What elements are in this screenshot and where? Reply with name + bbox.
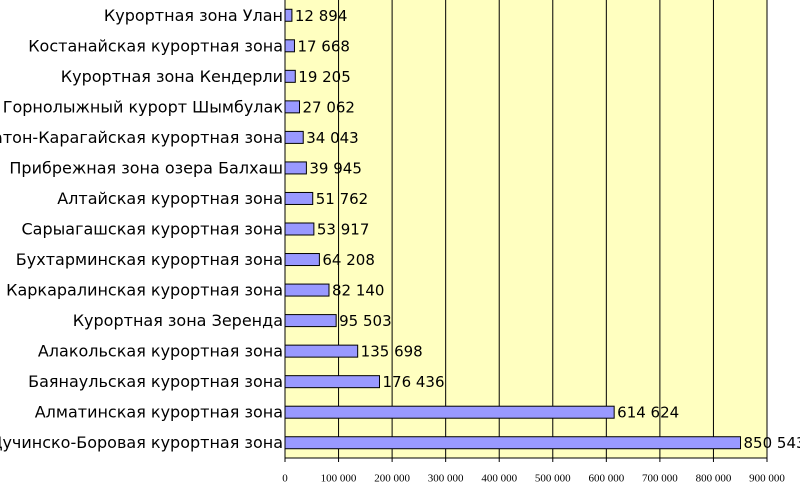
- bar: [284, 344, 359, 358]
- x-tick-label: 300 000: [428, 473, 464, 483]
- y-tick-label: Алакольская курортная зона: [38, 342, 283, 361]
- x-tick-label: 800 000: [696, 473, 732, 483]
- value-label: 39 945: [309, 159, 362, 177]
- y-tick-label: Бухтарминская курортная зона: [16, 250, 283, 269]
- y-tick-label: Баянаульская курортная зона: [28, 372, 283, 391]
- x-tick-label: 100 000: [321, 473, 357, 483]
- bar: [284, 8, 293, 22]
- value-label: 27 062: [302, 98, 355, 116]
- bar: [284, 314, 337, 328]
- y-tick-label: Курортная зона Кендерли: [61, 67, 283, 86]
- value-label: 82 140: [332, 282, 385, 300]
- y-tick-label: Щучинско-Боровая курортная зона: [0, 433, 283, 452]
- value-label: 850 543: [744, 434, 800, 452]
- y-tick-label: Алматинская курортная зона: [35, 403, 283, 422]
- x-tick-label: 500 000: [535, 473, 571, 483]
- value-label: 12 894: [295, 7, 348, 25]
- bar: [284, 39, 295, 53]
- x-tick-label: 0: [282, 473, 288, 483]
- bar: [284, 405, 615, 419]
- y-tick-label: Каркаралинская курортная зона: [6, 281, 283, 300]
- y-tick-label: Прибрежная зона озера Балхаш: [9, 158, 283, 177]
- y-tick-label: Горнолыжный курорт Шымбулак: [3, 97, 284, 116]
- y-tick-label: Сарыагашская курортная зона: [22, 220, 284, 239]
- bar: [284, 222, 315, 236]
- bar: [284, 69, 296, 83]
- bar: [284, 130, 304, 144]
- x-tick-label: 700 000: [642, 473, 678, 483]
- value-label: 176 436: [382, 373, 444, 391]
- value-label: 53 917: [317, 221, 370, 239]
- bar: [284, 283, 330, 297]
- x-tick-label: 400 000: [481, 473, 517, 483]
- value-label: 19 205: [298, 68, 351, 86]
- value-label: 135 698: [361, 343, 423, 361]
- x-tick-label: 200 000: [374, 473, 410, 483]
- bar: [284, 100, 300, 114]
- bar: [284, 253, 320, 267]
- bar: [284, 191, 314, 205]
- x-tick-label: 900 000: [749, 473, 785, 483]
- y-tick-label: Курортная зона Зеренда: [73, 311, 283, 330]
- y-tick-label: Курортная зона Улан: [104, 6, 283, 25]
- bar: [284, 436, 742, 450]
- value-label: 95 503: [339, 312, 392, 330]
- value-label: 17 668: [297, 37, 350, 55]
- bar: [284, 161, 307, 175]
- value-label: 51 762: [316, 190, 369, 208]
- value-label: 34 043: [306, 129, 359, 147]
- x-tick-label: 600 000: [588, 473, 624, 483]
- value-label: 614 624: [617, 404, 679, 422]
- y-tick-label: Алтайская курортная зона: [57, 189, 283, 208]
- bar: [284, 375, 380, 389]
- y-tick-label: Костанайская курортная зона: [28, 36, 283, 55]
- value-label: 64 208: [322, 251, 375, 269]
- y-tick-label: Катон-Карагайская курортная зона: [0, 128, 283, 147]
